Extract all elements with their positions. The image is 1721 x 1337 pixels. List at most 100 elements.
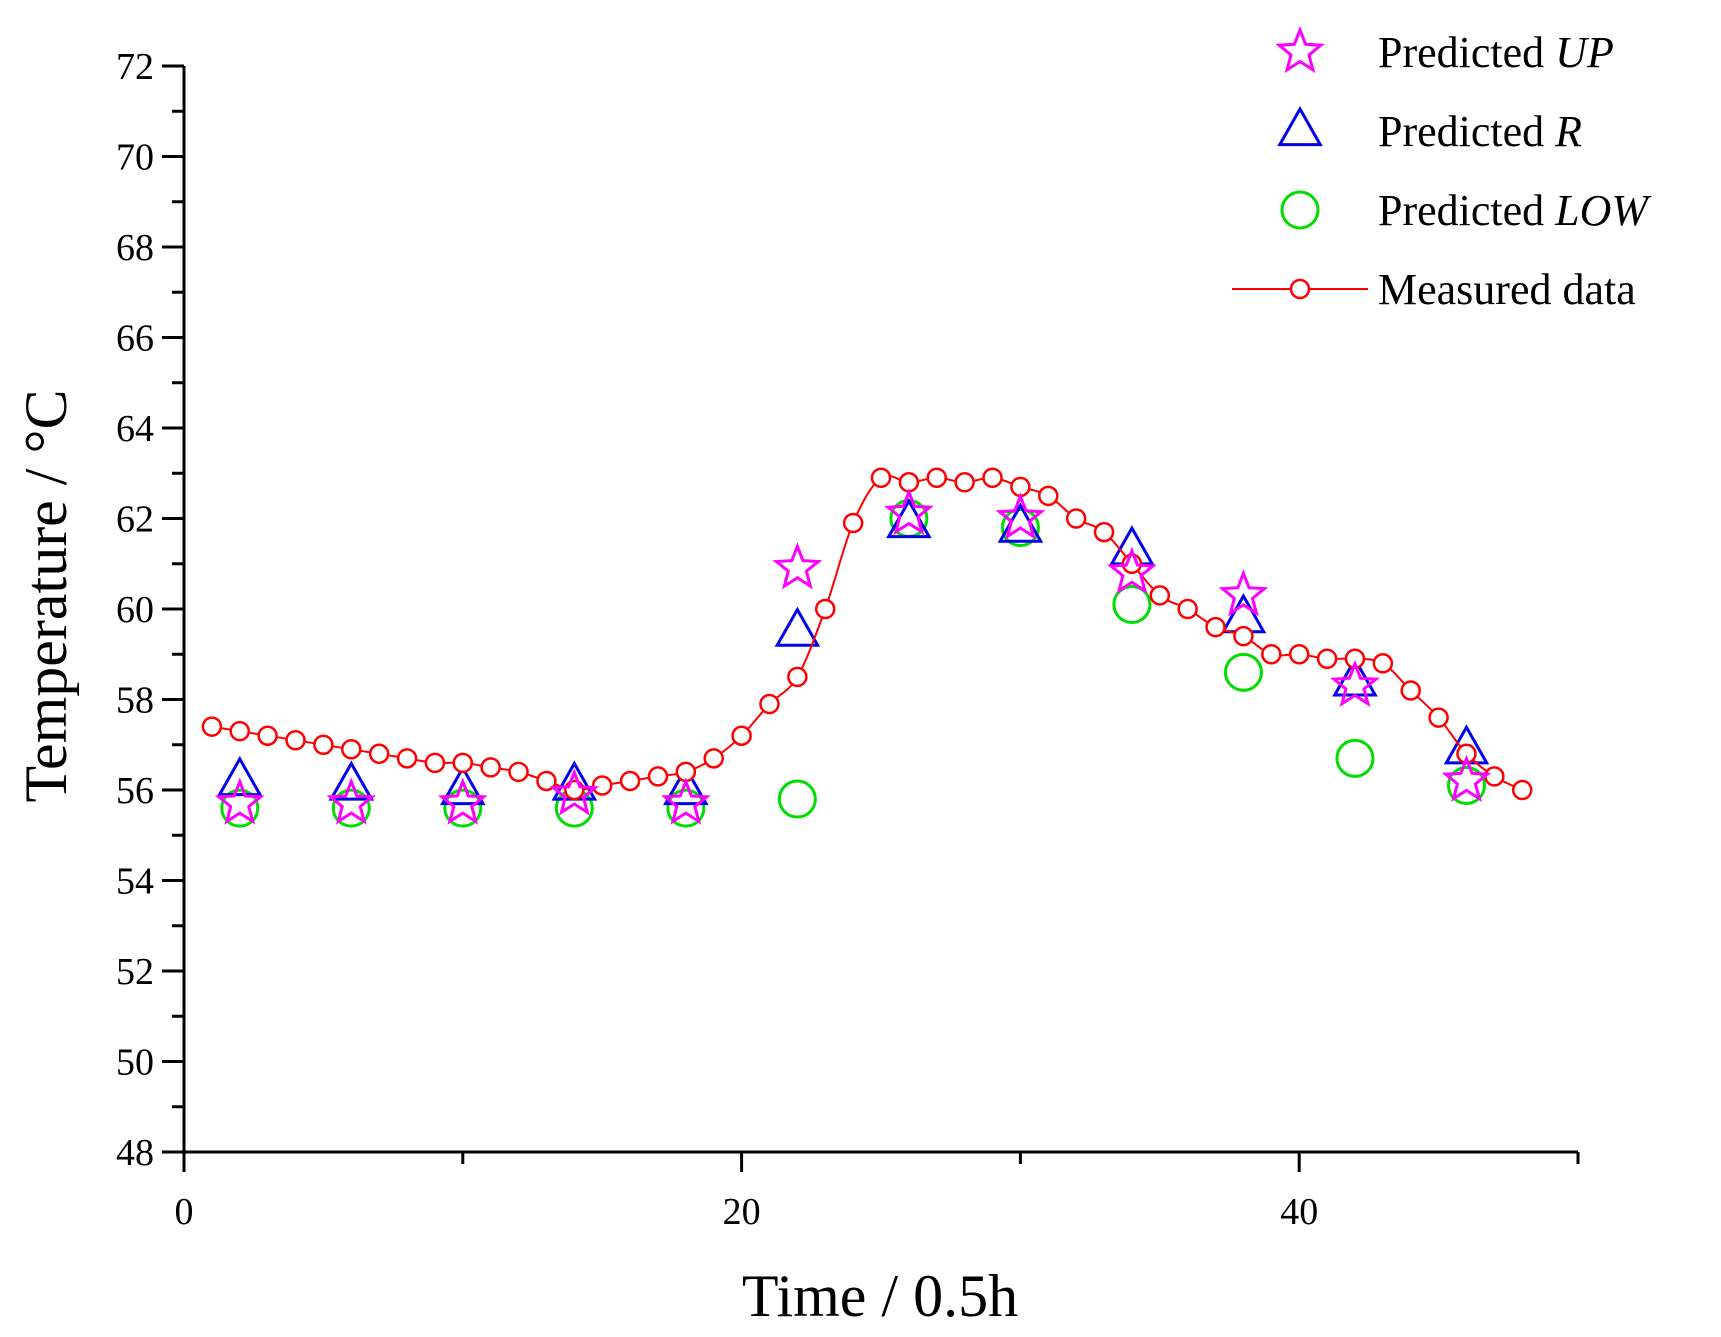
series-measured-data	[201, 467, 1533, 801]
data-point	[814, 598, 836, 620]
y-tick-label: 56	[116, 770, 154, 812]
data-point	[216, 755, 263, 797]
data-point	[759, 693, 780, 715]
y-tick-label: 60	[116, 589, 154, 631]
data-point	[508, 761, 529, 783]
data-point	[1038, 485, 1059, 507]
y-tick-label: 62	[116, 499, 154, 541]
y-tick-label: 48	[116, 1132, 154, 1174]
legend-label-text: Predicted	[1378, 107, 1555, 156]
data-point	[777, 779, 817, 819]
y-tick-label: 66	[116, 318, 154, 360]
data-point	[220, 788, 260, 828]
data-point	[480, 757, 501, 778]
legend-label-italic: UP	[1555, 28, 1614, 77]
data-point	[1218, 569, 1269, 617]
data-point	[452, 752, 474, 774]
data-point	[1149, 585, 1171, 606]
data-point	[1441, 754, 1492, 803]
data-point	[313, 734, 334, 755]
data-point	[870, 467, 892, 489]
data-point	[396, 748, 418, 769]
data-point	[787, 666, 808, 688]
data-point	[703, 748, 724, 769]
data-point	[1484, 766, 1505, 787]
data-point	[229, 720, 251, 742]
data-point	[331, 788, 371, 828]
y-tick-label: 52	[116, 951, 154, 993]
data-point	[926, 467, 948, 489]
legend-label: Predicted UP	[1378, 28, 1614, 77]
x-tick-label: 0	[175, 1191, 194, 1233]
data-point	[1428, 707, 1449, 728]
data-point	[368, 743, 390, 765]
y-tick-label: 68	[116, 227, 154, 269]
data-point	[591, 775, 613, 796]
legend-label: Measured data	[1378, 265, 1636, 314]
data-point	[772, 542, 823, 590]
data-point	[201, 716, 223, 737]
y-tick-label: 58	[116, 680, 154, 722]
data-point	[1093, 521, 1115, 543]
data-point	[954, 472, 975, 493]
data-point	[842, 512, 864, 534]
data-point	[1400, 680, 1421, 701]
data-point	[1205, 616, 1226, 638]
legend-entry-predicted-low: Predicted LOW	[1280, 186, 1651, 235]
data-point	[774, 606, 821, 647]
data-point	[439, 764, 486, 806]
y-axis-title: Temperature / °C	[13, 390, 79, 803]
data-point	[443, 788, 483, 828]
y-tick-label: 70	[116, 137, 154, 179]
data-point	[326, 777, 377, 825]
legend-entry-measured-data: Measured data	[1232, 265, 1636, 314]
data-point	[1446, 765, 1486, 805]
data-point	[1233, 625, 1254, 647]
legend-label-italic: LOW	[1554, 186, 1651, 235]
data-point	[1330, 659, 1380, 708]
data-point	[1107, 546, 1157, 594]
legend-label-italic: R	[1554, 107, 1582, 156]
legend-label: Predicted LOW	[1378, 186, 1651, 235]
legend-label-text: Predicted	[1378, 28, 1555, 77]
legend-marker	[1277, 105, 1323, 147]
x-tick-label: 40	[1280, 1191, 1318, 1233]
data-point	[1288, 644, 1310, 665]
y-tick-label: 72	[116, 46, 154, 88]
series-predicted-up	[214, 487, 1492, 825]
data-point	[663, 764, 709, 806]
data-point	[341, 739, 362, 760]
measured-data-line	[211, 474, 1523, 792]
data-point	[285, 729, 306, 751]
data-point	[549, 768, 600, 816]
legend-label-text: Measured data	[1378, 265, 1636, 314]
axes: 48 50 52 54 56 58 60 62 64 66 68 70 72 0 20 40	[116, 46, 1580, 1233]
data-point	[1112, 584, 1152, 624]
legend-marker	[1275, 25, 1325, 74]
legend-entry-predicted-up: Predicted UP	[1275, 25, 1614, 77]
data-point	[1223, 652, 1263, 692]
data-point	[424, 752, 446, 774]
data-point	[564, 779, 585, 801]
y-tick-label: 50	[116, 1042, 154, 1084]
legend-marker	[1280, 190, 1320, 230]
y-tick-label: 54	[116, 861, 154, 903]
data-point	[619, 770, 641, 792]
data-point	[257, 725, 278, 746]
data-point	[1177, 598, 1198, 620]
data-point	[1065, 508, 1087, 529]
data-point	[666, 788, 706, 828]
chart-marks	[201, 467, 1533, 828]
legend-label: Predicted R	[1378, 107, 1582, 156]
legend-label-text: Predicted	[1378, 186, 1555, 235]
data-point	[982, 467, 1003, 489]
x-axis-title: Time / 0.5h	[742, 1263, 1018, 1329]
y-tick-label: 64	[116, 408, 154, 450]
data-point	[884, 487, 934, 536]
legend-entry-predicted-r: Predicted R	[1277, 105, 1582, 156]
data-point	[328, 760, 375, 801]
data-point	[1511, 779, 1533, 801]
data-point	[731, 725, 752, 746]
data-point	[1335, 738, 1375, 778]
